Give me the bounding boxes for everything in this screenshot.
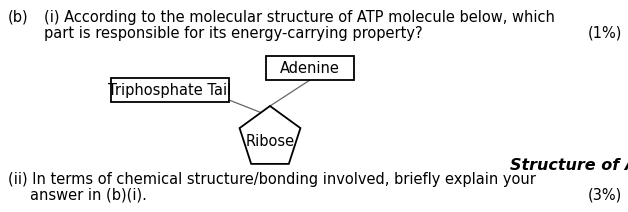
FancyBboxPatch shape (266, 56, 354, 80)
Text: (ii) In terms of chemical structure/bonding involved, briefly explain your: (ii) In terms of chemical structure/bond… (8, 172, 536, 187)
Text: Structure of ATP: Structure of ATP (510, 158, 628, 173)
Text: Triphosphate Tail: Triphosphate Tail (109, 83, 232, 98)
Text: Ribose: Ribose (246, 134, 295, 149)
Text: (i) According to the molecular structure of ATP molecule below, which: (i) According to the molecular structure… (44, 10, 555, 25)
Text: (3%): (3%) (588, 188, 622, 203)
Text: Adenine: Adenine (280, 61, 340, 76)
Polygon shape (239, 106, 300, 164)
Text: answer in (b)(i).: answer in (b)(i). (30, 188, 147, 203)
Text: (b): (b) (8, 10, 29, 25)
FancyBboxPatch shape (111, 78, 229, 102)
Text: part is responsible for its energy-carrying property?: part is responsible for its energy-carry… (44, 26, 423, 41)
Text: (1%): (1%) (588, 26, 622, 41)
